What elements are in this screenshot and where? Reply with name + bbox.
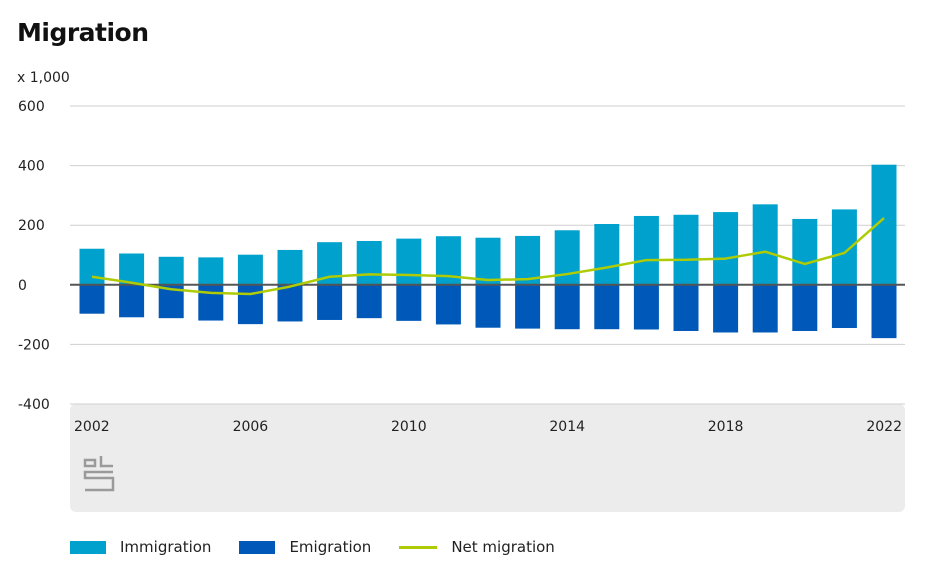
legend-label-immigration: Immigration [120, 538, 212, 556]
emigration-bar [713, 284, 739, 333]
x-tick-label: 2006 [233, 419, 269, 435]
emigration-bar [277, 284, 303, 322]
chart-footer-band [70, 404, 905, 512]
y-tick-label: 200 [18, 218, 45, 234]
emigration-bar [198, 284, 224, 321]
immigration-bar [356, 240, 382, 285]
emigration-bars [79, 284, 897, 339]
emigration-bar [475, 284, 501, 328]
immigration-bar [831, 209, 857, 285]
emigration-bar [79, 284, 105, 314]
immigration-bar [633, 215, 659, 285]
immigration-bar [475, 237, 501, 285]
y-tick-label: 600 [18, 99, 45, 115]
emigration-bar [752, 284, 778, 333]
immigration-bar [713, 212, 739, 285]
emigration-bar [396, 284, 422, 321]
emigration-swatch [239, 540, 276, 554]
emigration-bar [594, 284, 620, 330]
x-tick-label: 2002 [74, 419, 110, 435]
emigration-bar [792, 284, 818, 331]
x-tick-label: 2018 [708, 419, 744, 435]
emigration-bar [633, 284, 659, 330]
y-axis-unit-label: x 1,000 [17, 70, 70, 86]
immigration-bar [119, 253, 145, 285]
legend-item-net-migration: Net migration [399, 538, 555, 556]
legend-label-emigration: Emigration [289, 538, 372, 556]
immigration-bar [515, 235, 541, 285]
immigration-bar [277, 249, 303, 285]
emigration-bar [554, 284, 580, 330]
y-tick-label: -200 [18, 337, 50, 353]
emigration-bar [317, 284, 343, 320]
x-tick-label: 2014 [549, 419, 585, 435]
net-migration-line [91, 217, 885, 296]
immigration-bar [158, 256, 184, 285]
immigration-bar [594, 224, 620, 285]
emigration-bar [435, 284, 461, 325]
x-tick-label: 2022 [866, 419, 902, 435]
y-axis-ticks: 600 400 200 0 -200 -400 [18, 99, 50, 413]
emigration-bar [673, 284, 699, 331]
y-tick-label: 400 [18, 159, 45, 175]
emigration-bar [871, 284, 897, 339]
emigration-bar [237, 284, 263, 325]
y-tick-label: -400 [18, 397, 50, 413]
immigration-bar [198, 257, 224, 285]
gridlines [70, 105, 905, 405]
immigration-bar [752, 204, 778, 285]
emigration-bar [515, 284, 541, 329]
immigration-bar [396, 238, 422, 285]
emigration-bar [119, 284, 145, 318]
chart-legend: Immigration Emigration Net migration [70, 538, 583, 556]
x-axis-ticks: 2002 2006 2010 2014 2018 2022 [74, 419, 902, 435]
cbs-logo-icon: cbs [83, 456, 115, 492]
x-tick-label: 2010 [391, 419, 427, 435]
emigration-bar [831, 284, 857, 329]
legend-item-immigration: Immigration [70, 538, 211, 556]
immigration-bar [237, 254, 263, 285]
y-tick-label: 0 [18, 278, 27, 294]
immigration-bar [554, 230, 580, 285]
chart-title: Migration [17, 18, 149, 47]
immigration-bar [792, 218, 818, 285]
emigration-bar [356, 284, 382, 319]
net-migration-swatch [399, 545, 438, 549]
immigration-bar [673, 214, 699, 285]
immigration-swatch [70, 540, 106, 554]
immigration-bar [79, 248, 105, 285]
legend-item-emigration: Emigration [239, 538, 371, 556]
legend-label-net-migration: Net migration [451, 538, 555, 556]
